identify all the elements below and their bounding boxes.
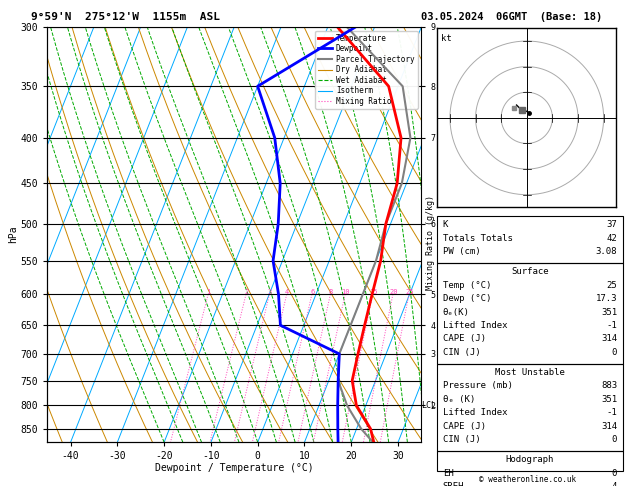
Text: 42: 42 <box>606 234 617 243</box>
Text: 20: 20 <box>389 290 398 295</box>
Text: 3.08: 3.08 <box>596 247 617 256</box>
Text: Temp (°C): Temp (°C) <box>443 281 491 290</box>
Text: 883: 883 <box>601 382 617 390</box>
Text: Hodograph: Hodograph <box>506 455 554 464</box>
Text: Mixing Ratio (g/kg): Mixing Ratio (g/kg) <box>426 195 435 291</box>
Text: Pressure (mb): Pressure (mb) <box>443 382 513 390</box>
Bar <box>437 364 623 451</box>
Text: K: K <box>443 220 448 229</box>
Text: PW (cm): PW (cm) <box>443 247 481 256</box>
Text: EH: EH <box>443 469 454 478</box>
Text: θₑ (K): θₑ (K) <box>443 395 475 404</box>
Text: 9°59'N  275°12'W  1155m  ASL: 9°59'N 275°12'W 1155m ASL <box>31 12 220 22</box>
Text: CIN (J): CIN (J) <box>443 348 481 357</box>
Legend: Temperature, Dewpoint, Parcel Trajectory, Dry Adiabat, Wet Adiabat, Isotherm, Mi: Temperature, Dewpoint, Parcel Trajectory… <box>315 31 418 109</box>
Text: 17.3: 17.3 <box>596 294 617 303</box>
Y-axis label: hPa: hPa <box>8 226 18 243</box>
Text: 351: 351 <box>601 308 617 316</box>
Text: 0: 0 <box>612 348 617 357</box>
Text: Surface: Surface <box>511 267 548 277</box>
Text: 6: 6 <box>310 290 314 295</box>
Text: 3: 3 <box>268 290 272 295</box>
Bar <box>437 216 623 263</box>
Text: 8: 8 <box>329 290 333 295</box>
Text: CIN (J): CIN (J) <box>443 435 481 444</box>
Text: 314: 314 <box>601 422 617 431</box>
Text: θₑ(K): θₑ(K) <box>443 308 470 316</box>
Text: 314: 314 <box>601 334 617 344</box>
Text: 37: 37 <box>606 220 617 229</box>
Text: CAPE (J): CAPE (J) <box>443 334 486 344</box>
Text: 0: 0 <box>612 469 617 478</box>
Text: Most Unstable: Most Unstable <box>495 368 565 377</box>
Text: © weatheronline.co.uk: © weatheronline.co.uk <box>479 474 576 484</box>
Text: 1: 1 <box>206 290 211 295</box>
Text: -1: -1 <box>606 408 617 417</box>
Text: Dewp (°C): Dewp (°C) <box>443 294 491 303</box>
Text: LCL: LCL <box>421 401 437 410</box>
Text: Lifted Index: Lifted Index <box>443 321 507 330</box>
Text: 2: 2 <box>244 290 248 295</box>
Text: 03.05.2024  06GMT  (Base: 18): 03.05.2024 06GMT (Base: 18) <box>421 12 603 22</box>
Text: 351: 351 <box>601 395 617 404</box>
Text: SREH: SREH <box>443 482 464 486</box>
Y-axis label: km
ASL: km ASL <box>448 225 464 244</box>
Text: 25: 25 <box>606 281 617 290</box>
Text: Totals Totals: Totals Totals <box>443 234 513 243</box>
Text: -1: -1 <box>606 321 617 330</box>
Text: 10: 10 <box>342 290 350 295</box>
Bar <box>437 451 623 471</box>
Text: Lifted Index: Lifted Index <box>443 408 507 417</box>
X-axis label: Dewpoint / Temperature (°C): Dewpoint / Temperature (°C) <box>155 463 314 473</box>
Text: 4: 4 <box>285 290 289 295</box>
Text: 15: 15 <box>369 290 377 295</box>
Bar <box>437 263 623 364</box>
Text: 4: 4 <box>612 482 617 486</box>
Text: 0: 0 <box>612 435 617 444</box>
Text: kt: kt <box>441 34 452 43</box>
Text: 25: 25 <box>405 290 413 295</box>
Text: CAPE (J): CAPE (J) <box>443 422 486 431</box>
